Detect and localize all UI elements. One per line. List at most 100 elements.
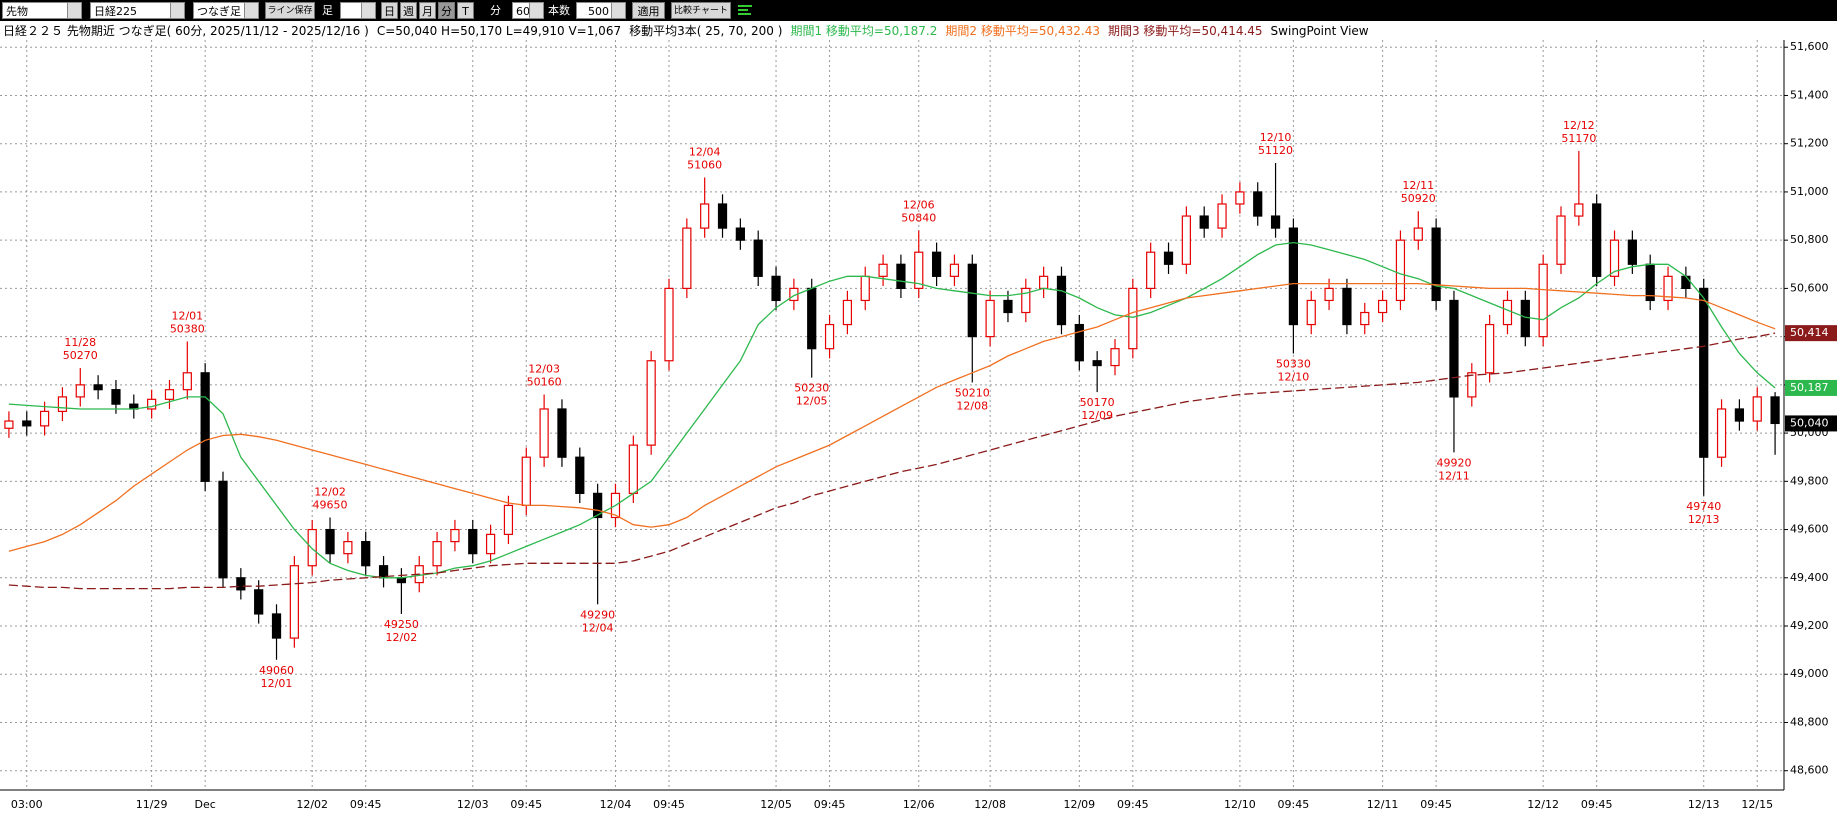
x-tick-label: 12/03 [457,798,489,811]
candle-body [200,372,210,482]
swing-price: 49920 [1436,456,1471,469]
candle-body [1217,203,1227,229]
period-button[interactable]: 週 [400,2,417,19]
swing-date: 12/10 [1278,371,1310,384]
x-tick-label: 09:45 [510,798,542,811]
candle-body [985,299,995,338]
x-tick-label: 12/10 [1224,798,1256,811]
candle-body [557,408,567,458]
candle-body [646,360,656,446]
view-label: SwingPoint View [1270,24,1369,38]
candle-body [1199,215,1209,229]
last-value-box [1785,415,1837,432]
period-button[interactable]: 月 [419,2,436,19]
candle-body [1556,215,1566,265]
x-tick-label: Dec [195,798,216,811]
candle-body [4,420,14,429]
candle-body [1306,299,1316,326]
x-tick-label: 09:45 [350,798,382,811]
y-tick-label: 49,200 [1790,619,1829,632]
y-tick-label: 48,800 [1790,715,1829,728]
candle-body [1074,323,1084,362]
last-value-label: 50,187 [1790,381,1829,394]
mode-select[interactable]: つなぎ足 [193,2,259,19]
candle-body [1485,323,1495,374]
x-tick-label: 09:45 [1278,798,1310,811]
candle-body [1021,287,1031,314]
swing-date: 12/06 [903,199,935,212]
period-button[interactable]: 分 [438,2,455,19]
candle-body [485,533,496,555]
x-tick-label: 12/12 [1527,798,1559,811]
save-button[interactable]: ライン保存 [265,2,315,19]
swing-price: 50270 [63,349,98,362]
candle-body [218,480,228,579]
toolbar: 先物 日経225 つなぎ足 ライン保存 足 日 週 月 分 T 分 60 本数 … [0,0,1837,21]
candle-body [164,389,175,400]
swing-date: 12/12 [1563,119,1595,132]
swing-price: 49290 [580,608,615,621]
candle-body [878,263,888,277]
swing-price: 50170 [1080,396,1115,409]
symbol-select[interactable]: 日経225 [90,2,185,19]
candle-body [1360,311,1370,326]
y-tick-label: 49,600 [1790,523,1829,536]
swing-date: 12/03 [528,363,560,376]
candle-body [1627,239,1637,265]
swing-price: 49060 [259,664,294,677]
swing-date: 12/11 [1438,469,1470,482]
candle-body [343,541,353,555]
candle-body [1003,299,1013,314]
count-label: 本数 [548,4,570,17]
candle-body [896,263,906,289]
candle-body [1663,275,1673,302]
y-tick-label: 48,600 [1790,764,1829,777]
candle-body [289,565,299,639]
swing-price: 51170 [1561,132,1596,145]
candle-body [147,398,157,410]
period-button[interactable]: 日 [381,2,398,19]
y-tick-label: 49,400 [1790,571,1829,584]
candle-body [914,251,924,289]
x-tick-label: 03:00 [11,798,43,811]
candle-body [521,456,531,507]
plot-area [0,40,1784,790]
candle-body [753,239,763,277]
period-button[interactable]: T [457,2,474,19]
y-tick-label: 51,600 [1790,40,1829,53]
market-select[interactable]: 先物 [2,2,82,19]
swing-date: 12/02 [314,485,346,498]
candle-body [771,275,781,302]
swing-price: 49740 [1686,500,1721,513]
info-line: 日経２２５ 先物期近 つなぎ足( 60分, 2025/11/12 - 2025/… [3,23,1377,39]
candle-body [236,577,246,591]
candle-body [1520,299,1530,338]
candle-body [325,528,335,555]
swing-price: 50840 [901,212,936,225]
compare-button[interactable]: 比較チャート [671,2,731,19]
swing-price: 51060 [687,158,722,171]
candle-body [539,408,549,458]
candle-body [22,420,32,427]
chart-icon[interactable] [737,3,753,18]
apply-button[interactable]: 適用 [632,2,665,19]
y-tick-label: 51,000 [1790,185,1829,198]
swing-date: 11/28 [64,336,96,349]
x-tick-label: 09:45 [1117,798,1149,811]
x-tick-label: 12/15 [1741,798,1773,811]
x-tick-label: 12/13 [1688,798,1720,811]
y-tick-label: 49,800 [1790,474,1829,487]
interval-input[interactable]: 60 [512,2,544,19]
candle-body [1110,348,1120,367]
bar-input[interactable] [340,2,376,19]
swing-price: 50230 [794,382,829,395]
x-tick-label: 12/02 [296,798,328,811]
candle-body [700,203,710,229]
x-tick-label: 09:45 [1581,798,1613,811]
candle-body [1431,227,1441,302]
last-value-box [1785,379,1837,396]
count-input[interactable]: 500 [576,2,626,19]
y-tick-label: 50,600 [1790,281,1829,294]
last-value-box [1785,325,1837,342]
swing-date: 12/11 [1402,179,1434,192]
